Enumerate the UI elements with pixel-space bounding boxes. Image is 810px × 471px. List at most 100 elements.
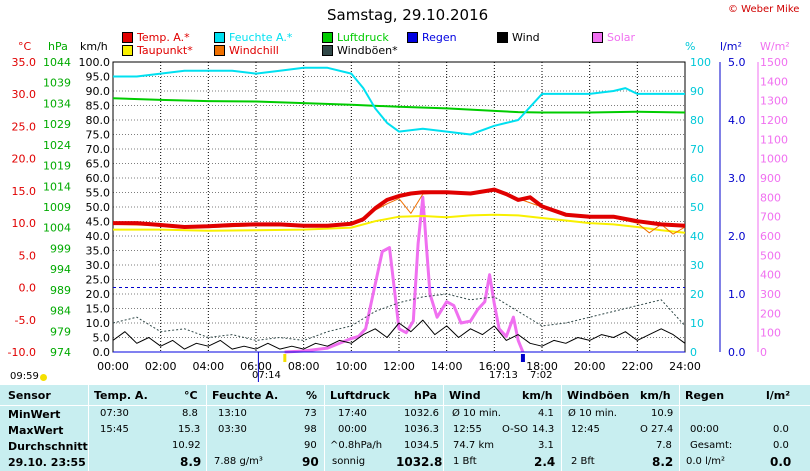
tick-label-rain: 1.0 bbox=[728, 288, 746, 301]
avg-wind-val: 3.1 bbox=[538, 440, 554, 451]
tick-label-pressure: 1039 bbox=[43, 77, 71, 90]
tick-label-solar: 1300 bbox=[760, 95, 788, 108]
tick-label-wind: 90.0 bbox=[86, 85, 111, 98]
tick-label-wind: 0.0 bbox=[93, 346, 111, 359]
series-luftdruck bbox=[112, 97, 686, 114]
tick-label-pressure: 1024 bbox=[43, 139, 71, 152]
legend-swatch bbox=[214, 32, 225, 43]
header-temp-unit: °C bbox=[184, 389, 198, 402]
time-left-label: 09:59 bbox=[10, 371, 39, 382]
header-hum: Feuchte A. bbox=[212, 389, 279, 402]
x-tick-label: 16:00 bbox=[478, 360, 510, 373]
cur-gust-bft: 2 Bft bbox=[571, 456, 595, 467]
x-tick-label: 02:00 bbox=[145, 360, 177, 373]
stats-table: Sensor Temp. A. °C Feuchte A. % Luftdruc… bbox=[0, 385, 810, 471]
min-temp-val: 8.8 bbox=[182, 408, 198, 419]
tick-label-solar: 700 bbox=[760, 211, 781, 224]
sunset-marker bbox=[520, 354, 525, 362]
min-hum-time: 13:10 bbox=[218, 408, 247, 419]
min-wind-val: 4.1 bbox=[538, 408, 554, 419]
tick-label-pressure: 1029 bbox=[43, 118, 71, 131]
series-windb-en bbox=[112, 293, 686, 341]
series-temp-a bbox=[113, 187, 686, 229]
tick-label-rain: 2.0 bbox=[728, 230, 746, 243]
unit-temp: °C bbox=[18, 40, 32, 53]
unit-pressure: hPa bbox=[48, 40, 68, 53]
tick-label-pressure: 1034 bbox=[43, 97, 71, 110]
header-wind-unit: km/h bbox=[522, 389, 553, 402]
tick-label-rain: 3.0 bbox=[728, 172, 746, 185]
avg-wind-dist: 74.7 km bbox=[453, 440, 494, 451]
tick-label-pressure: 989 bbox=[50, 284, 71, 297]
legend-item-taupunkt: Taupunkt* bbox=[122, 44, 193, 57]
copyright-label: © Weber Mike bbox=[728, 4, 800, 15]
tick-label-pressure: 1044 bbox=[43, 56, 71, 69]
legend-item-feuchte-a: Feuchte A.* bbox=[214, 31, 292, 44]
tick-label-temp: 0.0 bbox=[19, 282, 37, 295]
max-gust-val: 27.4 bbox=[651, 424, 674, 435]
tick-label-temp: -5.0 bbox=[15, 314, 36, 327]
x-tick-label: 20:00 bbox=[574, 360, 606, 373]
tick-label-wind: 85.0 bbox=[86, 100, 111, 113]
min-hum-val: 73 bbox=[304, 408, 317, 419]
header-temp: Temp. A. bbox=[94, 389, 148, 402]
legend-label: Taupunkt* bbox=[137, 44, 193, 57]
max-rain-time: 00:00 bbox=[690, 424, 719, 435]
tick-label-solar: 1000 bbox=[760, 153, 788, 166]
legend-label: Luftdruck bbox=[337, 31, 389, 44]
legend-label: Wind bbox=[512, 31, 540, 44]
unit-rain: l/m² bbox=[720, 40, 742, 53]
tick-label-temp: 25.0 bbox=[12, 120, 37, 133]
legend-item-temp-a: Temp. A.* bbox=[122, 31, 190, 44]
min-gust-label: Ø 10 min. bbox=[568, 408, 617, 419]
legend-swatch bbox=[122, 45, 133, 56]
tick-label-wind: 25.0 bbox=[86, 274, 111, 287]
unit-wind: km/h bbox=[80, 40, 108, 53]
cur-press-text: sonnig bbox=[332, 456, 366, 467]
tick-label-wind: 70.0 bbox=[86, 143, 111, 156]
header-sensor: Sensor bbox=[8, 389, 51, 402]
tick-label-solar: 0 bbox=[760, 346, 767, 359]
min-wind-label: Ø 10 min. bbox=[452, 408, 501, 419]
x-tick-label: 06:00 bbox=[240, 360, 272, 373]
legend-item-luftdruck: Luftdruck bbox=[322, 31, 389, 44]
tick-label-solar: 400 bbox=[760, 269, 781, 282]
max-gust-time: 12:45 bbox=[571, 424, 600, 435]
sunrise-label: 07:14 bbox=[252, 370, 281, 381]
header-gust-unit: km/h bbox=[640, 389, 671, 402]
cur-wind-bft: 1 Bft bbox=[453, 456, 477, 467]
cur-hum-abs: 7.88 g/m³ bbox=[214, 456, 263, 467]
avg-rain-val: 0.0 bbox=[773, 440, 789, 451]
tick-label-solar: 1500 bbox=[760, 56, 788, 69]
legend-item-wind: Wind bbox=[497, 31, 540, 44]
avg-hum-val: 90 bbox=[304, 440, 317, 451]
row-current-label: 29.10. 23:55 bbox=[8, 456, 86, 469]
tick-label-wind: 50.0 bbox=[86, 201, 111, 214]
tick-label-wind: 30.0 bbox=[86, 259, 111, 272]
tick-label-solar: 200 bbox=[760, 307, 781, 320]
legend-swatch bbox=[322, 32, 333, 43]
tick-label-rain: 5.0 bbox=[728, 56, 746, 69]
tick-label-solar: 300 bbox=[760, 288, 781, 301]
legend-item-regen: Regen bbox=[407, 31, 457, 44]
tick-label-pressure: 1009 bbox=[43, 201, 71, 214]
series-wind bbox=[112, 319, 686, 350]
header-rain: Regen bbox=[685, 389, 725, 402]
tick-label-solar: 800 bbox=[760, 191, 781, 204]
legend-label: Temp. A.* bbox=[137, 31, 190, 44]
legend-label: Regen bbox=[422, 31, 457, 44]
avg-press-trend: ^0.8hPa/h bbox=[330, 440, 383, 451]
header-press: Luftdruck bbox=[330, 389, 390, 402]
tick-label-wind: 100.0 bbox=[79, 56, 111, 69]
tick-label-wind: 95.0 bbox=[86, 71, 111, 84]
tick-label-pressure: 1004 bbox=[43, 222, 71, 235]
x-tick-label: 24:00 bbox=[669, 360, 701, 373]
legend-swatch bbox=[407, 32, 418, 43]
row-min-label: MinWert bbox=[8, 408, 61, 421]
x-tick-label: 18:00 bbox=[526, 360, 558, 373]
legend-swatch bbox=[497, 32, 508, 43]
tick-label-solar: 1400 bbox=[760, 75, 788, 88]
tick-label-temp: 5.0 bbox=[19, 249, 37, 262]
tick-label-pressure: 979 bbox=[50, 325, 71, 338]
x-tick-label: 14:00 bbox=[431, 360, 463, 373]
